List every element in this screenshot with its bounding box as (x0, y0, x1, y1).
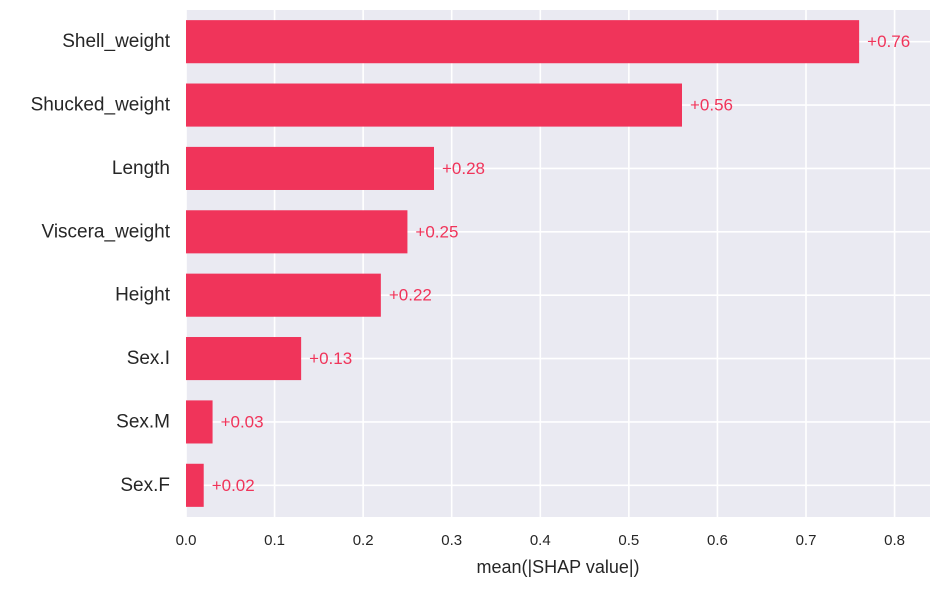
x-tick-labels: 0.0 0.1 0.2 0.3 0.4 0.5 0.6 0.7 0.8 (176, 532, 905, 549)
category-label: Height (115, 285, 171, 306)
bar-sex-i (186, 337, 302, 381)
bar-sex-f (186, 463, 204, 507)
value-label: +0.13 (309, 349, 352, 368)
x-tick-label: 0.0 (176, 532, 197, 549)
bar-sex-m (186, 400, 213, 444)
value-label: +0.02 (212, 476, 255, 495)
category-label: Sex.M (116, 411, 170, 432)
value-label: +0.03 (221, 412, 264, 431)
value-labels: +0.76 +0.56 +0.28 +0.25 +0.22 +0.13 +0.03 +0.02 (212, 32, 910, 495)
bar-shucked-weight (186, 83, 682, 127)
value-label: +0.28 (442, 159, 485, 178)
x-tick-label: 0.4 (530, 532, 551, 549)
bar-length (186, 146, 434, 190)
category-label: Shucked_weight (31, 95, 171, 116)
value-label: +0.76 (867, 32, 910, 51)
bar-shell-weight (186, 20, 860, 64)
x-tick-label: 0.6 (707, 532, 728, 549)
category-label: Shell_weight (62, 31, 170, 52)
bar-viscera-weight (186, 210, 408, 254)
x-axis-title: mean(|SHAP value|) (476, 557, 639, 577)
bar-height (186, 273, 381, 317)
x-tick-label: 0.5 (618, 532, 639, 549)
bars (186, 20, 860, 507)
category-label: Viscera_weight (41, 221, 170, 242)
category-labels: Shell_weight Shucked_weight Length Viscera_… (31, 31, 171, 496)
x-tick-label: 0.2 (353, 532, 374, 549)
x-tick-label: 0.8 (884, 532, 905, 549)
x-tick-label: 0.7 (796, 532, 817, 549)
x-tick-label: 0.1 (264, 532, 285, 549)
value-label: +0.25 (415, 222, 458, 241)
value-label: +0.56 (690, 96, 733, 115)
category-label: Sex.I (127, 348, 170, 369)
category-label: Length (112, 158, 170, 179)
category-label: Sex.F (120, 475, 170, 496)
x-tick-label: 0.3 (441, 532, 462, 549)
value-label: +0.22 (389, 286, 432, 305)
